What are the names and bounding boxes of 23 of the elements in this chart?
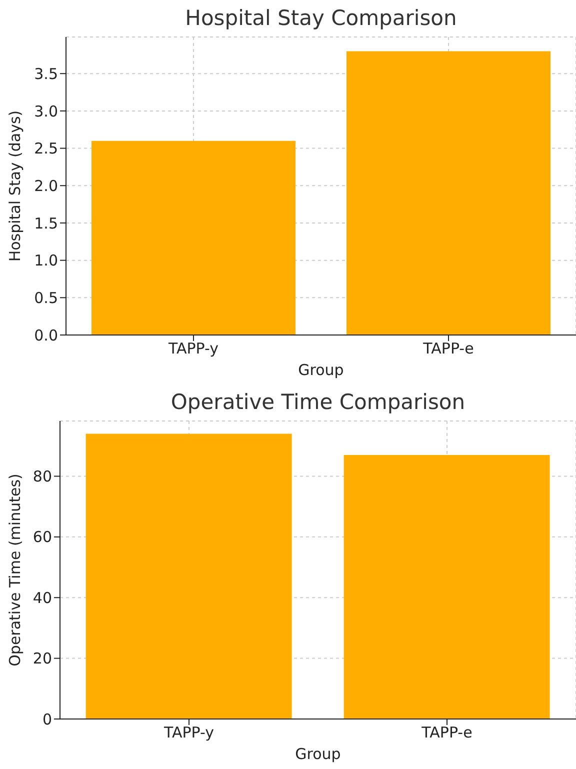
y-tick-label: 80 bbox=[32, 468, 52, 486]
y-tick-label: 40 bbox=[32, 588, 52, 607]
chart-title: Hospital Stay Comparison bbox=[184, 6, 458, 30]
x-tick-label: TAPP-e bbox=[420, 724, 472, 742]
y-tick-label: 0 bbox=[42, 710, 52, 728]
y-tick-label: 3.0 bbox=[34, 102, 58, 120]
chart-title: Operative Time Comparison bbox=[170, 390, 466, 414]
y-tick-label: 3.5 bbox=[34, 64, 58, 83]
y-tick-label: 60 bbox=[32, 528, 52, 546]
y-tick-label: 20 bbox=[32, 650, 52, 668]
y-tick-label: 1.0 bbox=[34, 252, 58, 270]
x-tick-label: TAPP-y bbox=[162, 724, 214, 742]
x-axis-title: Group bbox=[298, 361, 344, 379]
x-axis-title: Group bbox=[295, 745, 341, 763]
y-tick-label: 0.0 bbox=[34, 326, 58, 344]
y-tick-label: 0.5 bbox=[34, 288, 58, 307]
y-tick-label: 2.5 bbox=[34, 140, 58, 158]
y-axis-title: Operative Time (minutes) bbox=[6, 474, 24, 666]
y-axis-title: Hospital Stay (days) bbox=[6, 110, 24, 262]
x-tick-label: TAPP-e bbox=[422, 340, 474, 358]
y-tick-label: 2.0 bbox=[34, 176, 58, 195]
y-tick-label: 1.5 bbox=[34, 214, 58, 232]
x-tick-label: TAPP-y bbox=[167, 340, 219, 358]
